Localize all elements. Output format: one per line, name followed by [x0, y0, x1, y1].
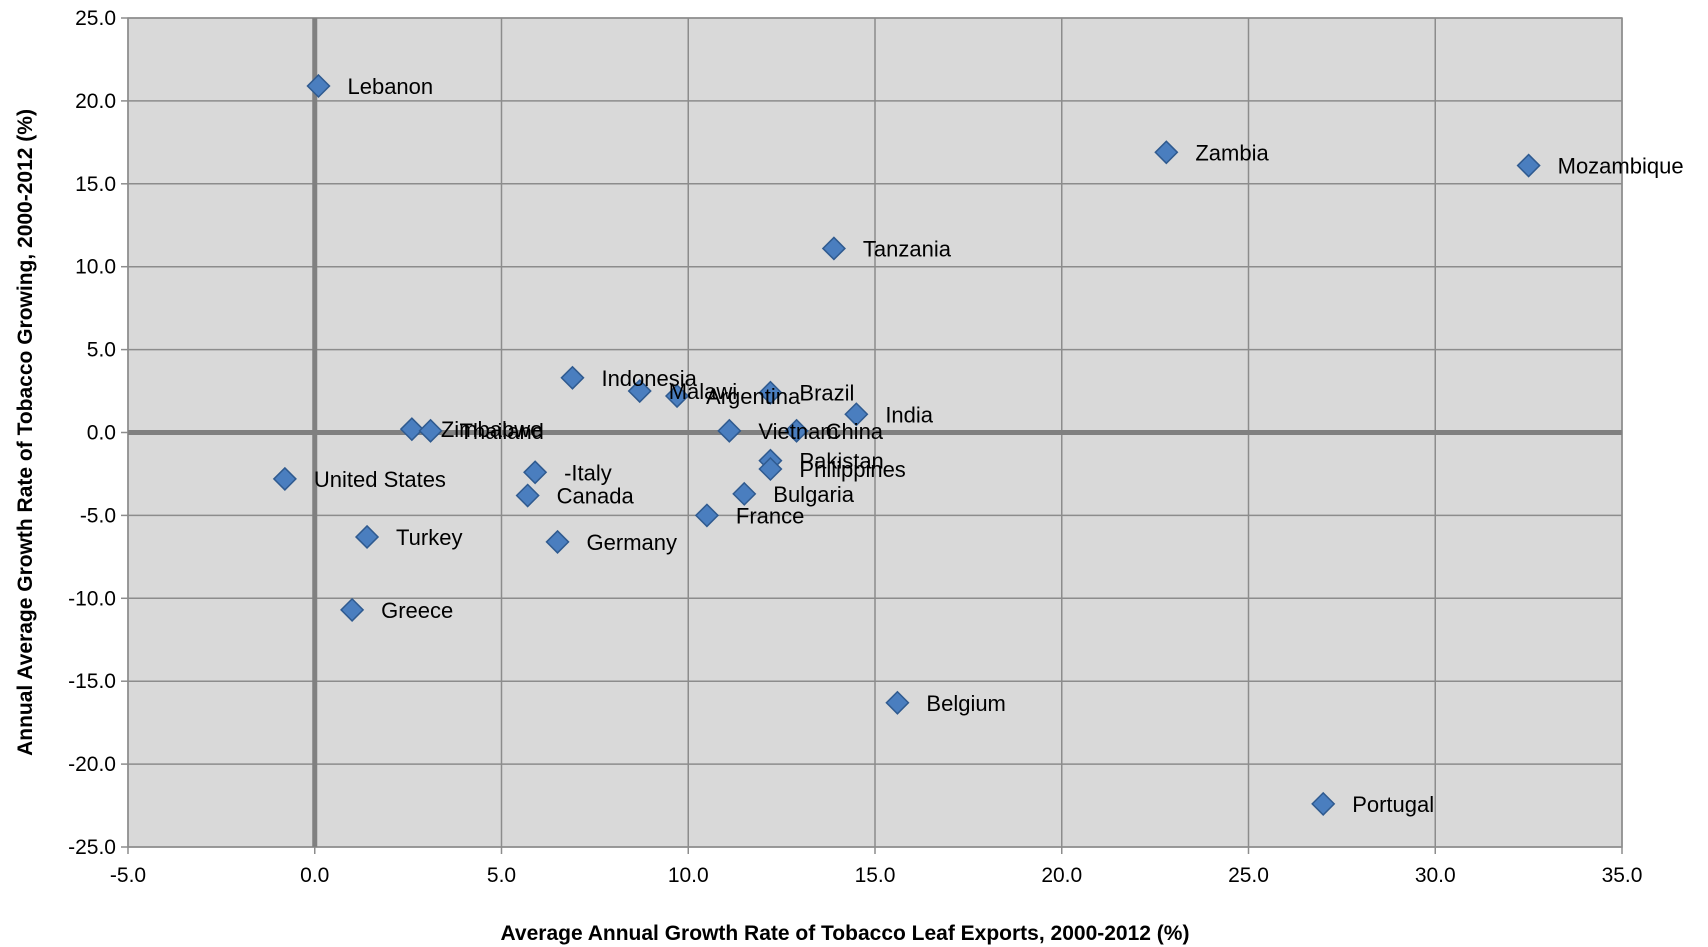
y-tick-label: 15.0: [75, 173, 116, 196]
point-label: Malawi: [669, 379, 737, 404]
point-label: Pakistan: [799, 449, 883, 474]
point-label: Thailand: [460, 419, 544, 444]
point-label: Indonesia: [601, 366, 697, 391]
zero-axis-lines: [128, 18, 1622, 847]
point-label: Turkey: [396, 525, 462, 550]
data-point-argentina: [664, 383, 690, 409]
data-point-zimbabwe: [399, 417, 424, 442]
point-label: Portugal: [1352, 792, 1434, 817]
data-point-indonesia: [560, 365, 585, 390]
point-label: Tanzania: [863, 236, 952, 261]
point-label: -Italy: [564, 460, 612, 485]
data-point-belgium: [885, 690, 910, 715]
point-label: Canada: [557, 484, 635, 509]
data-point-tanzania: [821, 236, 846, 261]
data-point-thailand: [418, 418, 443, 443]
x-tick-label: 20.0: [1041, 864, 1082, 887]
y-tick-label: -10.0: [68, 587, 116, 610]
point-label: United States: [314, 467, 446, 492]
y-tick-label: 0.0: [87, 422, 116, 445]
point-label: China: [826, 419, 884, 444]
y-tick-label: 25.0: [75, 7, 116, 30]
data-point-france: [694, 503, 719, 528]
data-point-bulgaria: [732, 481, 757, 506]
data-point-unitedstates: [272, 466, 297, 491]
data-point-vietnam: [717, 418, 742, 443]
x-tick-label: 5.0: [487, 864, 516, 887]
y-tick-label: -5.0: [80, 504, 116, 527]
x-tick-label: 10.0: [668, 864, 709, 887]
data-point-china: [784, 418, 809, 443]
y-tick-labels: -25.0 -20.0 -15.0 -10.0 -5.0 0.0 5.0 10.0 15.0 20…: [68, 7, 116, 859]
y-axis-title: Annual Average Growth Rate of Tobacco Gr…: [14, 109, 37, 756]
point-label: India: [885, 402, 933, 427]
data-point-brazil: [758, 380, 783, 405]
data-point-lebanon: [306, 73, 331, 99]
data-point-germany: [545, 529, 570, 554]
x-axis-title: Average Annual Growth Rate of Tobacco Le…: [501, 922, 1190, 945]
grid-lines: [121, 17, 1623, 854]
x-tick-label: 30.0: [1415, 864, 1456, 887]
y-tick-label: -20.0: [68, 753, 116, 776]
data-point-canada: [515, 483, 540, 508]
point-label: Argentina: [706, 384, 801, 409]
x-tick-label: 15.0: [855, 864, 896, 887]
data-point-zambia: [1154, 140, 1179, 165]
point-label: Mozambique: [1558, 154, 1684, 179]
point-label: Belgium: [926, 691, 1005, 716]
data-point-malawi: [627, 378, 652, 404]
data-point-turkey: [354, 524, 380, 550]
x-tick-label: -5.0: [110, 864, 146, 887]
y-tick-label: 20.0: [75, 90, 116, 113]
point-label: Zimbabwe: [441, 417, 542, 442]
point-label: Vietnam: [758, 419, 838, 444]
y-tick-label: 10.0: [75, 256, 116, 279]
data-point-india: [844, 402, 869, 427]
x-tick-label: 25.0: [1228, 864, 1269, 887]
point-label: Lebanon: [347, 74, 433, 99]
x-tick-labels: -5.0 0.0 5.0 10.0 15.0 20.0 25.0 30.0 35.0: [110, 864, 1643, 887]
data-point-greece: [340, 597, 365, 622]
data-point-mozambique: [1516, 153, 1541, 178]
point-label: Brazil: [799, 381, 854, 406]
point-label: Philippines: [799, 457, 905, 482]
data-point-philippines: [758, 456, 783, 482]
data-points: [272, 73, 1541, 816]
data-point-portugal: [1311, 791, 1336, 816]
point-labels: Lebanon Zambia Mozambique Tanzania Indonesia…: [314, 74, 1684, 817]
x-tick-label: 0.0: [300, 864, 329, 887]
point-label: Bulgaria: [773, 482, 854, 507]
point-label: Zambia: [1195, 140, 1269, 165]
point-label: France: [736, 503, 804, 528]
y-tick-label: 5.0: [87, 339, 116, 362]
data-point-italy: [523, 460, 548, 485]
y-tick-label: -25.0: [68, 836, 116, 859]
point-label: Germany: [587, 530, 677, 555]
point-label: Greece: [381, 598, 453, 623]
x-tick-label: 35.0: [1602, 864, 1643, 887]
y-tick-label: -15.0: [68, 670, 116, 693]
